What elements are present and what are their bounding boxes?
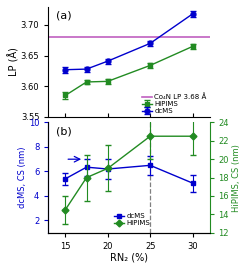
- Y-axis label: LP (Å): LP (Å): [8, 47, 19, 76]
- Legend: dcMS, HiPIMS: dcMS, HiPIMS: [113, 213, 151, 227]
- Y-axis label: HiPIMS, CS (nm): HiPIMS, CS (nm): [232, 144, 241, 211]
- Y-axis label: dcMS, CS (nm): dcMS, CS (nm): [18, 147, 28, 208]
- Text: (b): (b): [57, 127, 72, 137]
- Legend: Co₄N LP 3.68 Å, HiPIMS, dcMS: Co₄N LP 3.68 Å, HiPIMS, dcMS: [141, 93, 208, 115]
- X-axis label: RN₂ (%): RN₂ (%): [110, 252, 148, 262]
- Text: (a): (a): [57, 11, 72, 21]
